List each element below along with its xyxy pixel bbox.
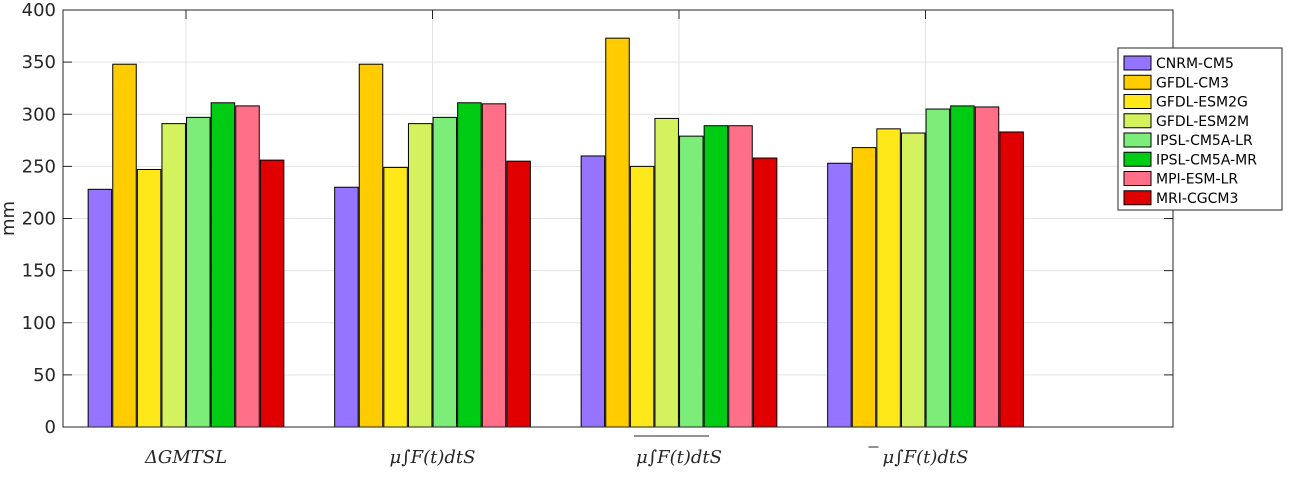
legend-swatch	[1123, 190, 1152, 206]
y-tick-label: 50	[33, 365, 56, 386]
bar-gfdl-esm2m-1	[407, 123, 433, 428]
legend: CNRM-CM5 GFDL-CM3 GFDL-ESM2G GFDL-ESM2M IPSL…	[1117, 47, 1283, 211]
x-tick-label-text: ΔGMTSL	[144, 447, 227, 468]
y-tick-label: 400	[22, 0, 56, 21]
x-tick-label-text: μ∫F(t)dtS	[883, 447, 969, 468]
bar-mri-cgcm3-1	[506, 160, 531, 428]
y-axis-label: mm	[0, 201, 19, 236]
y-tick-label: 150	[22, 261, 56, 282]
bar-ipsl-cm5a-lr-0	[186, 116, 211, 428]
bar-cnrm-cm5-2	[580, 155, 606, 428]
bar-ipsl-cm5a-mr-2	[703, 125, 729, 428]
bar-ipsl-cm5a-mr-0	[210, 102, 236, 428]
legend-swatch	[1123, 55, 1152, 71]
bar-ipsl-cm5a-lr-3	[925, 108, 951, 428]
legend-label: MPI-ESM-LR	[1156, 172, 1238, 188]
x-axis-labels: ΔGMTSL μ∫F(t)dtS μ∫F(t)dtS μ∫F(t)dtS	[144, 435, 969, 468]
bar-ipsl-cm5a-lr-2	[679, 135, 704, 428]
legend-swatch	[1123, 113, 1152, 129]
legend-swatch	[1123, 74, 1152, 90]
bar-ipsl-cm5a-lr-1	[432, 116, 458, 428]
bar-gfdl-cm3-0	[112, 63, 137, 428]
legend-label: GFDL-CM3	[1156, 75, 1229, 91]
bar-cnrm-cm5-1	[334, 186, 359, 428]
bar-mpi-esm-lr-1	[481, 103, 507, 428]
legend-swatch	[1123, 171, 1152, 186]
x-tick-label-2: μ∫F(t)dtS	[634, 435, 722, 468]
bar-gfdl-esm2m-0	[161, 123, 186, 428]
bar-gfdl-esm2g-0	[136, 169, 162, 428]
bar-ipsl-cm5a-mr-1	[457, 102, 482, 428]
y-tick-label: 250	[22, 156, 56, 177]
y-tick-label: 200	[22, 209, 56, 230]
y-axis-ticks: 0 50 100 150 200 250 300 350 400	[22, 0, 1173, 438]
bar-gfdl-esm2g-2	[629, 165, 655, 428]
x-tick-label-1: μ∫F(t)dtS	[390, 447, 476, 468]
x-tick-label-0: ΔGMTSL	[144, 447, 227, 468]
bar-mri-cgcm3-3	[999, 131, 1024, 428]
bar-cnrm-cm5-0	[87, 188, 113, 428]
legend-label: IPSL-CM5A-LR	[1156, 133, 1253, 149]
legend-swatch	[1123, 132, 1152, 148]
y-tick-label: 350	[22, 52, 56, 73]
bar-mpi-esm-lr-0	[235, 105, 260, 428]
bar-gfdl-cm3-3	[851, 147, 877, 428]
y-tick-label: 100	[22, 313, 56, 334]
bar-mri-cgcm3-2	[752, 157, 778, 428]
x-tick-label-text: μ∫F(t)dtS	[636, 447, 722, 468]
bar-gfdl-cm3-1	[358, 63, 384, 428]
legend-swatch	[1123, 151, 1152, 167]
bar-gfdl-esm2g-3	[876, 128, 901, 428]
bar-ipsl-cm5a-mr-3	[950, 105, 975, 428]
bar-mpi-esm-lr-2	[728, 125, 753, 428]
bar-cnrm-cm5-3	[827, 162, 852, 428]
legend-swatch	[1123, 94, 1152, 109]
legend-label: IPSL-CM5A-MR	[1156, 152, 1257, 168]
legend-label: MRI-CGCM3	[1156, 191, 1238, 207]
bar-gfdl-esm2m-3	[900, 132, 926, 428]
legend-label: CNRM-CM5	[1156, 56, 1234, 72]
bar-gfdl-esm2m-2	[654, 117, 679, 428]
y-tick-label: 0	[45, 417, 56, 438]
legend-label: GFDL-ESM2M	[1156, 114, 1249, 130]
x-tick-label-3: μ∫F(t)dtS	[868, 446, 969, 468]
legend-label: GFDL-ESM2G	[1156, 95, 1248, 111]
y-tick-label: 300	[22, 104, 56, 125]
x-tick-label-text: μ∫F(t)dtS	[390, 447, 476, 468]
bar-gfdl-cm3-2	[605, 37, 630, 428]
bar-mpi-esm-lr-3	[974, 106, 1000, 428]
bar-mri-cgcm3-0	[259, 159, 285, 428]
bars	[87, 37, 1024, 428]
bar-gfdl-esm2g-1	[383, 166, 408, 428]
